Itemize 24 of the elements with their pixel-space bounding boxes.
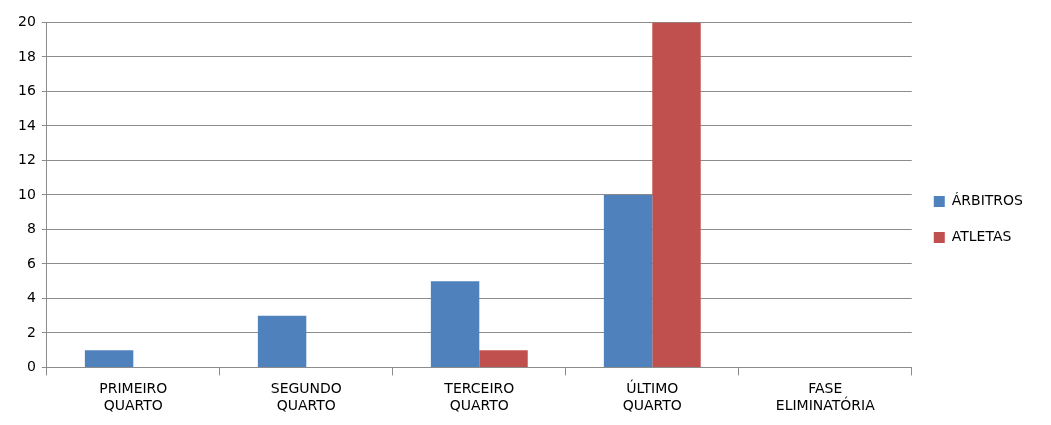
y-tick-label: 14 (17, 116, 36, 133)
bar (84, 350, 134, 367)
legend-label: ATLETAS (951, 228, 1012, 245)
bar (479, 350, 528, 367)
bar (257, 315, 307, 367)
x-tick-label: FASE ELIMINATÓRIA (775, 380, 876, 414)
x-tick-label: ÚLTIMO QUARTO (622, 379, 682, 414)
y-tick-label: 8 (26, 220, 36, 237)
x-tick-label: SEGUNDO QUARTO (270, 380, 342, 414)
bar (603, 194, 653, 367)
y-tick-label: 6 (26, 254, 36, 271)
x-tick-label: PRIMEIRO QUARTO (99, 380, 168, 414)
y-tick-label: 0 (26, 358, 36, 375)
legend-label: ÁRBITROS (951, 192, 1024, 209)
y-tick-label: 4 (26, 289, 36, 306)
bar (652, 22, 701, 367)
y-tick-label: 18 (17, 47, 36, 64)
bar (430, 281, 480, 367)
y-tick-label: 2 (26, 323, 36, 340)
y-tick-label: 16 (17, 82, 36, 99)
x-tick-label: TERCEIRO QUARTO (443, 380, 515, 414)
y-tick-label: 10 (17, 185, 36, 202)
y-tick-label: 12 (17, 151, 36, 168)
y-tick-label: 20 (17, 13, 36, 30)
